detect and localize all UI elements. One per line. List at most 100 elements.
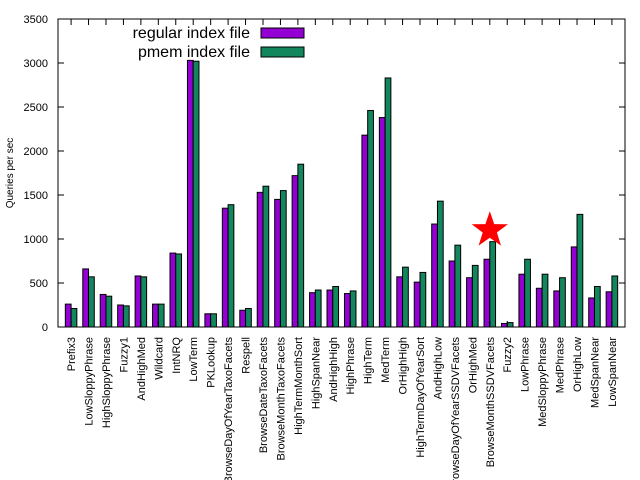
bar-regular: [326, 289, 334, 328]
y-tick-label: 1000: [24, 234, 48, 246]
bar-pmem: [314, 289, 322, 328]
bar-pmem: [611, 275, 619, 328]
bar-regular: [274, 198, 281, 328]
bar-regular: [483, 258, 491, 328]
bar-pmem: [402, 266, 409, 328]
bar-pmem: [122, 305, 130, 328]
bar-regular: [500, 322, 508, 328]
bar-regular: [239, 309, 247, 328]
bar-pmem: [105, 295, 113, 328]
y-axis: 0 500 1000 1500 2000 2500 3000 3500: [24, 14, 625, 334]
x-tick-label: Respell: [241, 337, 253, 374]
bar-pmem: [489, 241, 497, 328]
x-tick-label: OrHighLow: [572, 337, 584, 392]
bar-regular: [152, 303, 159, 328]
bar-regular: [466, 277, 473, 328]
bar-regular: [535, 287, 543, 328]
bar-regular: [588, 297, 595, 328]
bar-regular: [221, 207, 229, 328]
bar-regular: [256, 191, 264, 328]
y-tick-label: 1500: [24, 190, 48, 202]
y-axis-label: Queries per sec: [5, 138, 16, 209]
x-tick-label: Fuzzy1: [118, 337, 130, 372]
x-tick-label: HighSloppyPhrase: [101, 337, 113, 428]
bar-regular: [169, 252, 177, 328]
bar-pmem: [245, 308, 252, 328]
x-tick-label: HighPhrase: [345, 337, 357, 394]
bar-pmem: [332, 286, 340, 328]
y-tick-label: 3500: [24, 14, 48, 26]
star-marker: [471, 211, 508, 246]
bar-pmem: [175, 253, 183, 328]
bar-pmem: [157, 303, 165, 328]
x-tick-label: PKLookup: [206, 337, 218, 388]
bar-pmem: [279, 190, 287, 328]
bar-regular: [117, 304, 124, 328]
x-tick-label: MedSpanNear: [589, 337, 601, 408]
bar-pmem: [210, 313, 217, 328]
bar-pmem: [506, 322, 514, 328]
legend-swatch-regular: [260, 27, 305, 39]
bar-pmem: [349, 290, 357, 328]
y-tick-label: 3000: [24, 58, 48, 70]
bar-pmem: [419, 271, 427, 328]
legend-label-pmem: pmem index file: [138, 44, 250, 61]
x-tick-label: BrowseDayOfYearTaxoFacets: [223, 337, 235, 480]
x-tick-label: BrowseMonthTaxoFacets: [275, 337, 287, 461]
x-tick-label: BrowseDayOfYearSSDVFacets: [450, 337, 462, 480]
annotation: [471, 211, 508, 246]
x-tick-label: OrHighHigh: [398, 337, 410, 394]
x-tick-label: IntNRQ: [171, 337, 183, 374]
x-tick-label: AndHighMed: [136, 337, 148, 401]
x-tick-label: LowSloppyPhrase: [84, 337, 96, 426]
bar-regular: [431, 223, 438, 328]
x-tick-label: OrHighMed: [467, 337, 479, 393]
bar-pmem: [88, 276, 95, 328]
x-tick-label: HighTerm: [363, 337, 375, 384]
bar-regular: [291, 175, 299, 328]
bar-pmem: [593, 286, 601, 328]
x-axis: Prefix3 LowSloppyPhrase HighSloppyPhrase Fu…: [66, 19, 619, 480]
legend: regular index file pmem index file: [133, 25, 305, 61]
bar-pmem: [524, 258, 531, 328]
bar-regular: [448, 260, 456, 328]
y-tick-label: 2000: [24, 146, 48, 158]
bar-regular: [82, 268, 90, 328]
x-tick-label: Wildcard: [153, 337, 165, 380]
bar-pmem: [436, 200, 444, 328]
y-tick-label: 500: [30, 278, 48, 290]
x-tick-label: HighTermMonthSort: [293, 337, 305, 435]
bar-regular: [396, 276, 404, 328]
y-tick-label: 2500: [24, 102, 48, 114]
bar-pmem: [541, 273, 549, 328]
bar-regular: [413, 281, 421, 328]
legend-label-regular: regular index file: [133, 25, 251, 42]
bar-regular: [570, 246, 578, 328]
bar-regular: [378, 117, 386, 328]
bar-pmem: [227, 204, 235, 328]
bar-regular: [361, 134, 369, 328]
bar-regular: [343, 293, 351, 328]
x-tick-label: AndHighLow: [432, 337, 444, 399]
x-tick-label: BrowseMonthSSDVFacets: [485, 337, 497, 468]
bar-regular: [134, 275, 142, 328]
bar-regular: [64, 303, 72, 328]
bar-pmem: [471, 264, 479, 328]
x-tick-label: AndHighHigh: [328, 337, 340, 402]
x-tick-label: MedTerm: [380, 337, 392, 383]
bar-pmem: [70, 308, 78, 328]
bar-regular: [553, 290, 561, 328]
bar-pmem: [262, 185, 270, 328]
x-tick-label: BrowseDateTaxoFacets: [258, 337, 270, 454]
bar-regular: [605, 291, 613, 328]
bar-pmem: [192, 60, 200, 328]
x-tick-label: LowTerm: [188, 337, 200, 382]
x-tick-label: MedPhrase: [555, 337, 567, 393]
x-tick-label: Prefix3: [66, 337, 78, 371]
y-tick-label: 0: [42, 322, 48, 334]
x-tick-label: LowSpanNear: [607, 337, 619, 407]
bar-pmem: [454, 244, 462, 328]
bar-regular: [99, 293, 107, 328]
x-tick-label: HighTermDayOfYearSort: [415, 337, 427, 458]
